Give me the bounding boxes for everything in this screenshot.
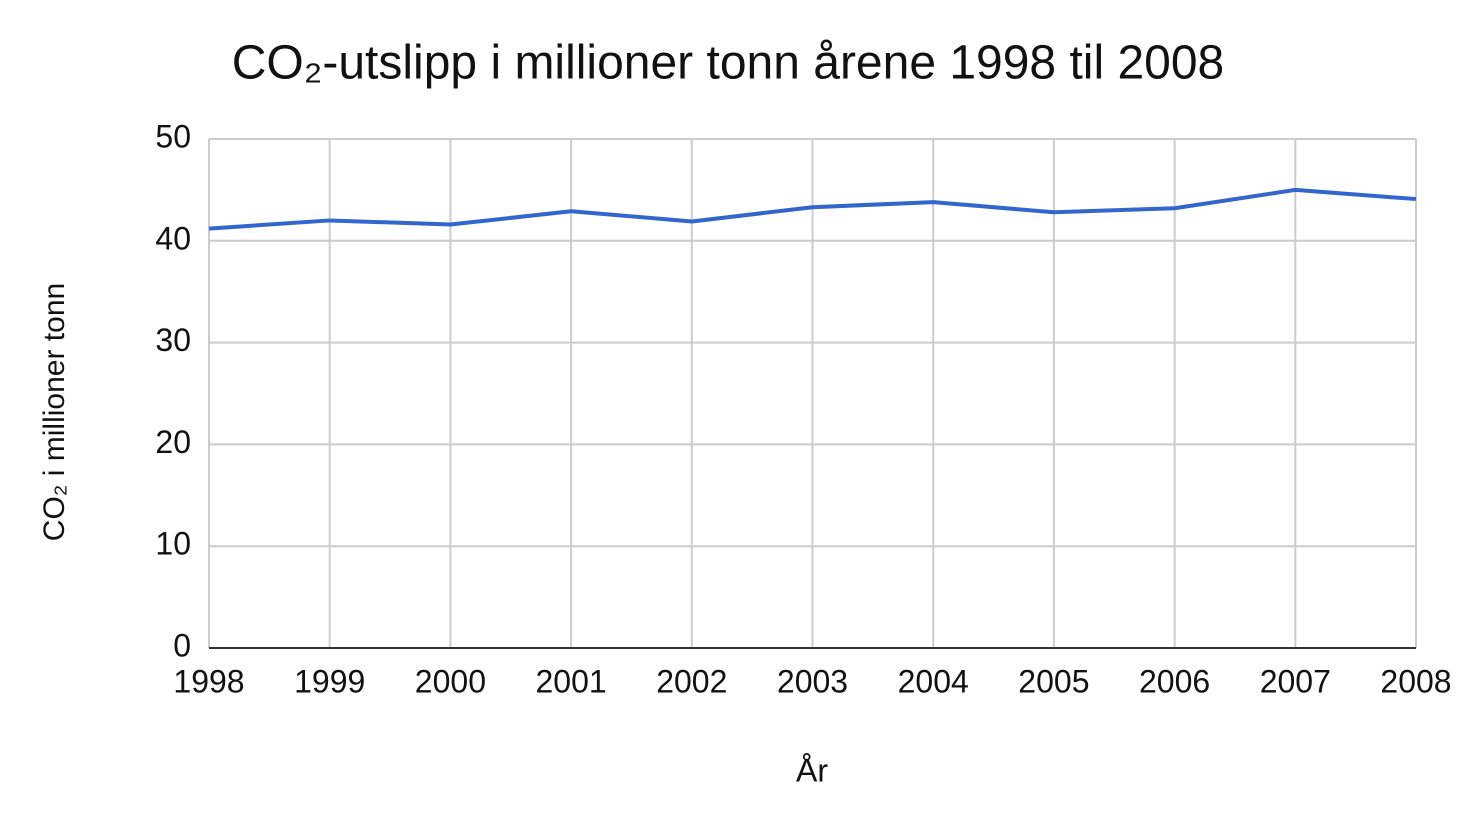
y-tick-label: 30	[155, 322, 191, 358]
x-tick-label: 2007	[1260, 663, 1331, 699]
y-tick-label: 20	[155, 424, 191, 460]
x-tick-label: 2004	[898, 663, 969, 699]
x-tick-label: 2000	[415, 663, 486, 699]
x-tick-label: 2005	[1018, 663, 1089, 699]
y-tick-label: 0	[173, 627, 191, 663]
x-tick-label: 1998	[173, 663, 244, 699]
y-axis-label: CO₂ i millioner tonn	[38, 283, 71, 541]
x-tick-label: 2003	[777, 663, 848, 699]
x-tick-label: 2001	[536, 663, 607, 699]
chart-title: CO₂-utslipp i millioner tonn årene 1998 …	[232, 37, 1225, 90]
y-tick-label: 50	[155, 118, 191, 154]
data-line	[208, 187, 1417, 231]
x-tick-label: 1999	[294, 663, 365, 699]
x-axis-label: År	[796, 752, 828, 788]
x-tick-label: 2008	[1380, 663, 1451, 699]
y-tick-label: 10	[155, 526, 191, 562]
x-tick-label: 2006	[1139, 663, 1210, 699]
x-tick-label: 2002	[656, 663, 727, 699]
y-tick-label: 40	[155, 220, 191, 256]
